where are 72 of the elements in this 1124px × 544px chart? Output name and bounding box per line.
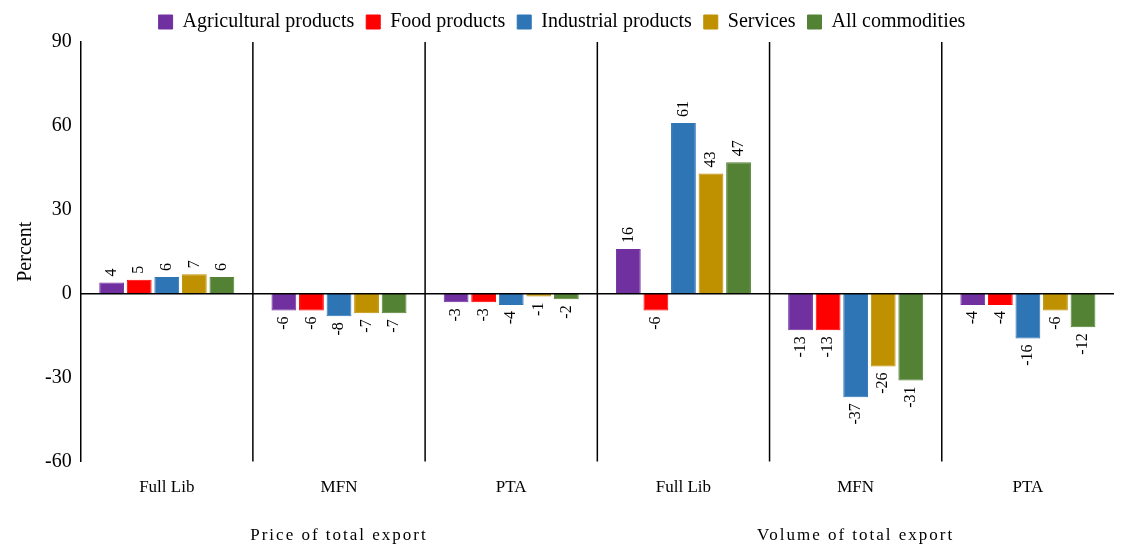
bar [671, 123, 696, 294]
y-tick-label: -60 [44, 448, 72, 471]
bar [209, 276, 235, 294]
y-tick-label: 0 [61, 281, 72, 304]
x-tick-label: MFN [320, 477, 358, 497]
data-label: -26 [873, 372, 891, 394]
x-tick-label: Full Lib [139, 477, 195, 497]
data-label: -16 [1018, 344, 1036, 366]
data-label: -6 [646, 316, 664, 330]
data-label: -7 [384, 319, 402, 333]
x-tick-label: PTA [495, 477, 528, 497]
bar [788, 293, 813, 331]
bar [615, 249, 641, 294]
bar [154, 276, 180, 294]
legend-label: Services [727, 9, 796, 32]
data-label: 4 [101, 268, 119, 277]
x-tick-label: MFN [837, 477, 875, 497]
data-label: 6 [156, 262, 174, 271]
data-label: -8 [329, 322, 347, 336]
y-tick-label: 60 [51, 113, 72, 136]
bar [843, 293, 869, 398]
data-label: -1 [528, 302, 546, 316]
bar [698, 173, 724, 294]
bar [271, 293, 297, 311]
data-label: -6 [274, 316, 292, 330]
bar [126, 279, 152, 294]
data-label: 16 [618, 227, 636, 243]
data-label: 43 [701, 151, 719, 168]
data-label: -3 [473, 308, 491, 322]
y-tick-label: -30 [44, 364, 72, 387]
bar [181, 274, 207, 294]
bar [354, 293, 379, 314]
legend-label: Agricultural products [182, 9, 355, 33]
text: Price of total export [250, 525, 428, 544]
bar [898, 293, 924, 381]
data-label: -6 [301, 316, 319, 330]
data-label: -2 [556, 305, 574, 319]
data-label: -6 [1045, 316, 1063, 330]
data-label: -4 [990, 310, 1008, 325]
data-label: -31 [900, 386, 918, 408]
legend-label: Food products [390, 9, 506, 33]
y-tick-label: 30 [51, 197, 72, 220]
data-label: 5 [129, 265, 147, 274]
data-label: -4 [501, 310, 519, 325]
data-label: -13 [790, 336, 808, 358]
data-label: -12 [1073, 333, 1091, 355]
bar [1043, 293, 1068, 311]
x-tick-label: PTA [1012, 477, 1044, 497]
y-axis-title: Percent [13, 221, 36, 282]
data-label: -3 [446, 308, 464, 322]
text: Volume of total export [757, 525, 955, 544]
data-label: -4 [962, 310, 980, 325]
bar [870, 293, 896, 367]
legend-label: Industrial products [541, 9, 692, 33]
data-label: -37 [845, 403, 863, 425]
bar [726, 162, 751, 294]
bar [1015, 293, 1041, 339]
data-label: 61 [673, 101, 691, 118]
data-label: -7 [356, 319, 374, 333]
bar [299, 293, 324, 311]
bar [643, 293, 669, 311]
y-tick-label: 90 [51, 29, 72, 52]
data-label: -13 [818, 336, 836, 358]
bar [1070, 293, 1096, 328]
legend-label: All commodities [831, 9, 966, 32]
bar [381, 293, 407, 314]
data-label: 6 [212, 262, 230, 271]
bar [815, 293, 841, 331]
x-tick-label: Full Lib [655, 477, 712, 497]
data-label: 47 [728, 140, 746, 157]
bar [326, 293, 352, 317]
data-label: 7 [184, 260, 202, 269]
